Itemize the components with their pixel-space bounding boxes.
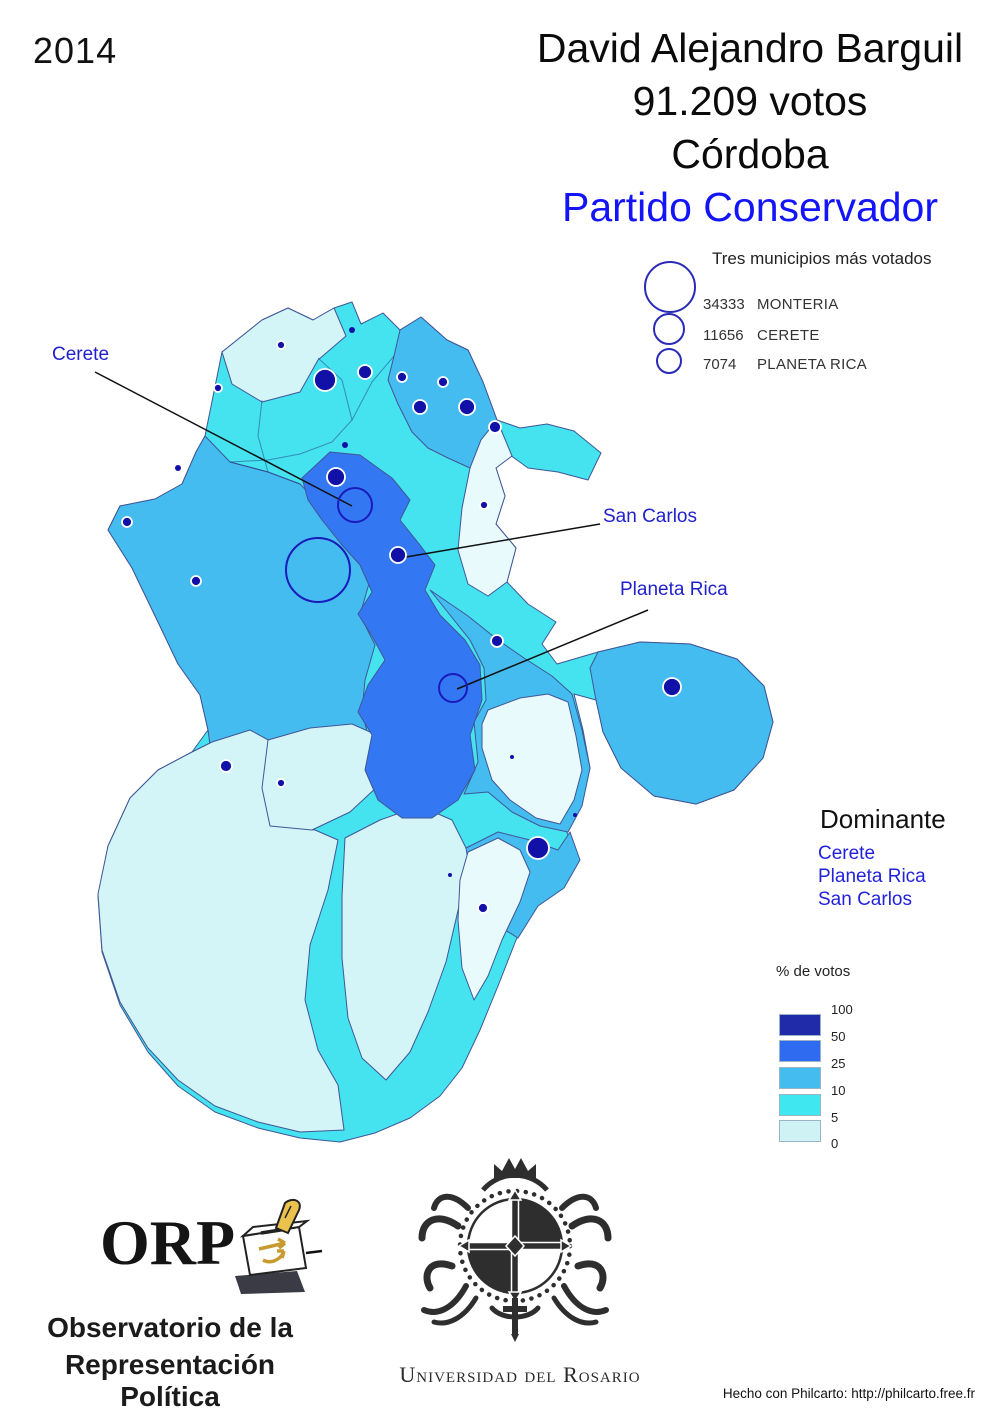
- title-block: David Alejandro Barguil 91.209 votos Cór…: [500, 22, 1000, 234]
- municipality-dot: [477, 902, 489, 914]
- philcarto-credit: Hecho con Philcarto: http://philcarto.fr…: [722, 1386, 975, 1401]
- municipality-dot: [437, 376, 449, 388]
- map-label-planeta-rica: Planeta Rica: [620, 579, 728, 600]
- label-leader-line: [405, 523, 601, 558]
- orp-name-line1: Observatorio de la: [47, 1312, 293, 1343]
- municipality-dot: [342, 442, 348, 448]
- municipality-border: [229, 357, 353, 463]
- scale-tick: 0: [831, 1136, 839, 1151]
- municipality-dot: [276, 778, 286, 788]
- municipality-border: [351, 355, 395, 421]
- scale-tick: 100: [831, 1002, 853, 1017]
- municipality-dot: [479, 500, 489, 510]
- municipality-dot: [389, 546, 407, 564]
- legend-value: 7074: [703, 356, 737, 373]
- region-south-pale: [457, 837, 531, 1001]
- municipality-dot: [326, 467, 346, 487]
- municipality-dot: [349, 327, 355, 333]
- label-leader-line: [94, 371, 353, 507]
- scale-swatch-25-50: [779, 1040, 821, 1062]
- proportional-circle: [337, 487, 373, 523]
- municipality-dot: [313, 368, 337, 392]
- scale-tick: 50: [831, 1029, 846, 1044]
- region-southwest-pale: [97, 729, 345, 1133]
- region-dominant-band: [301, 451, 483, 819]
- proportional-circle: [285, 537, 351, 603]
- region-northwest-pale: [221, 307, 347, 403]
- municipality-dot: [488, 420, 502, 434]
- legend-value: 11656: [703, 327, 744, 344]
- scale-tick: 25: [831, 1056, 846, 1071]
- scale-tick: 10: [831, 1083, 846, 1098]
- dominante-item: Cerete: [818, 843, 876, 864]
- scale-tick: 5: [831, 1110, 839, 1125]
- votes-total: 91.209 votos: [632, 78, 868, 124]
- department-name: Córdoba: [671, 131, 829, 177]
- scale-swatch-10-25: [779, 1067, 821, 1089]
- party-name: Partido Conservador: [561, 184, 939, 230]
- orp-logo-text: ORP: [100, 1207, 236, 1278]
- municipality-dot: [573, 813, 577, 817]
- municipality-dot: [190, 575, 202, 587]
- university-name: Universidad del Rosario: [399, 1362, 641, 1387]
- candidate-name: David Alejandro Barguil: [536, 25, 964, 71]
- legend-value: 34333: [703, 296, 745, 313]
- legend-municipality: PLANETA RICA: [757, 356, 868, 373]
- scale-swatch-50-100: [779, 1014, 821, 1036]
- municipality-dot: [510, 755, 514, 759]
- municipality-dot: [175, 465, 181, 471]
- municipality-dot: [490, 634, 504, 648]
- legend-municipality: MONTERIA: [757, 296, 839, 313]
- legend-circles-icon: [644, 261, 696, 374]
- municipality-dot: [357, 364, 373, 380]
- scale-swatch-5-10: [779, 1094, 821, 1116]
- dominante-title: Dominante: [820, 804, 946, 834]
- municipality-dot: [121, 516, 133, 528]
- proportional-circle: [438, 673, 468, 703]
- municipality-dot: [458, 398, 476, 416]
- municipality-dot: [412, 399, 428, 415]
- orp-name-line2: Representación Política: [64, 1349, 276, 1412]
- scale-swatch-0-5: [779, 1120, 821, 1142]
- region-east-blob: [589, 641, 774, 805]
- map-label-cerete: Cerete: [52, 344, 110, 365]
- top-legend-title: Tres municipios más votados: [712, 249, 932, 268]
- region-southeast-pale: [481, 693, 583, 825]
- year-label: 2014: [33, 30, 118, 71]
- ballot-box-icon: [235, 1198, 323, 1294]
- municipality-dot: [213, 383, 223, 393]
- label-leader-line: [456, 609, 649, 690]
- municipality-dot: [276, 340, 286, 350]
- dominante-item: Planeta Rica: [818, 866, 926, 887]
- dominante-item: San Carlos: [818, 889, 912, 910]
- universidad-rosario-crest: [418, 1158, 612, 1342]
- scale-legend-title: % de votos: [776, 963, 851, 980]
- municipality-dot: [396, 371, 408, 383]
- region-center-pale: [261, 723, 389, 831]
- map-label-san-carlos: San Carlos: [603, 506, 697, 527]
- municipality-dot: [662, 677, 682, 697]
- municipality-dot: [219, 759, 233, 773]
- municipality-dot: [526, 836, 550, 860]
- municipality-dot: [448, 873, 452, 877]
- legend-municipality: CERETE: [757, 327, 820, 344]
